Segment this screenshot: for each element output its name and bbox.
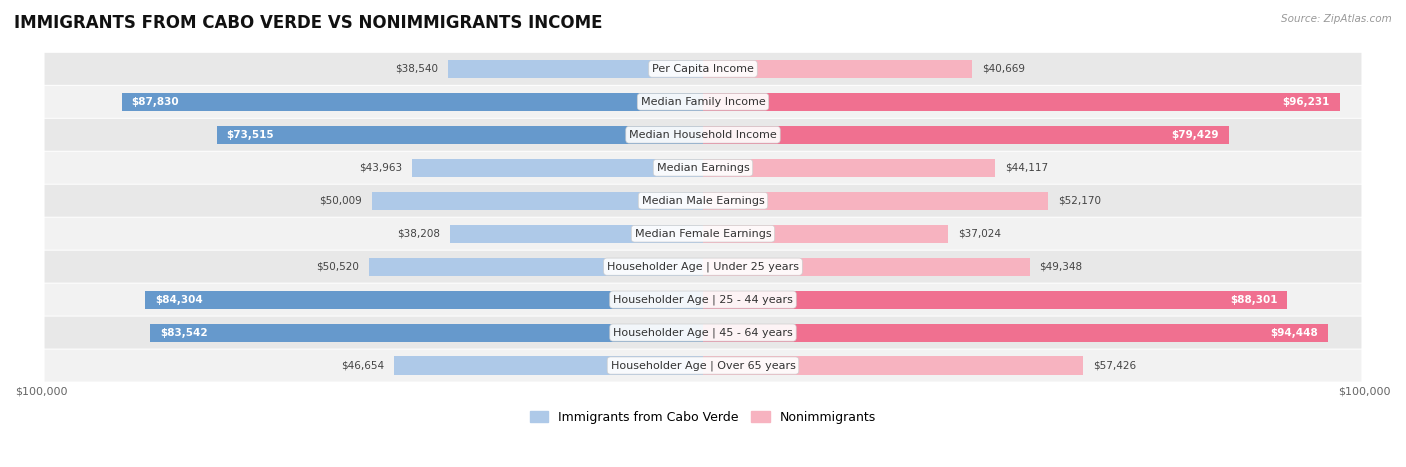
Bar <box>703 126 1229 144</box>
Bar <box>368 258 703 276</box>
FancyBboxPatch shape <box>45 350 1361 382</box>
FancyBboxPatch shape <box>45 86 1361 118</box>
FancyBboxPatch shape <box>45 53 1361 85</box>
Bar <box>122 93 703 111</box>
FancyBboxPatch shape <box>45 251 1361 283</box>
Bar <box>450 225 703 243</box>
Text: Median Family Income: Median Family Income <box>641 97 765 107</box>
Text: Median Male Earnings: Median Male Earnings <box>641 196 765 206</box>
Text: $83,542: $83,542 <box>160 327 208 338</box>
Bar <box>703 324 1329 342</box>
Bar <box>703 225 948 243</box>
Text: $57,426: $57,426 <box>1092 361 1136 370</box>
Text: Median Household Income: Median Household Income <box>628 130 778 140</box>
Bar <box>703 60 972 78</box>
FancyBboxPatch shape <box>45 152 1361 184</box>
Bar <box>703 191 1049 210</box>
Bar <box>449 60 703 78</box>
FancyBboxPatch shape <box>45 119 1361 151</box>
Text: $79,429: $79,429 <box>1171 130 1219 140</box>
Text: Median Earnings: Median Earnings <box>657 163 749 173</box>
Text: $94,448: $94,448 <box>1271 327 1317 338</box>
Text: Householder Age | Over 65 years: Householder Age | Over 65 years <box>610 361 796 371</box>
Text: $84,304: $84,304 <box>155 295 202 304</box>
FancyBboxPatch shape <box>45 185 1361 217</box>
Text: $87,830: $87,830 <box>132 97 180 107</box>
Bar <box>703 258 1029 276</box>
Bar <box>394 356 703 375</box>
Text: Householder Age | Under 25 years: Householder Age | Under 25 years <box>607 262 799 272</box>
Text: $50,009: $50,009 <box>319 196 363 206</box>
Text: $37,024: $37,024 <box>957 229 1001 239</box>
Text: $38,540: $38,540 <box>395 64 439 74</box>
Bar <box>703 356 1083 375</box>
Text: $50,520: $50,520 <box>316 262 359 272</box>
Text: $73,515: $73,515 <box>226 130 274 140</box>
Text: $38,208: $38,208 <box>398 229 440 239</box>
Bar <box>703 159 995 177</box>
Bar <box>373 191 703 210</box>
Text: $43,963: $43,963 <box>359 163 402 173</box>
Bar <box>412 159 703 177</box>
Text: $49,348: $49,348 <box>1039 262 1083 272</box>
Text: Householder Age | 25 - 44 years: Householder Age | 25 - 44 years <box>613 294 793 305</box>
Text: $40,669: $40,669 <box>981 64 1025 74</box>
Bar <box>145 290 703 309</box>
Text: Median Female Earnings: Median Female Earnings <box>634 229 772 239</box>
Bar <box>150 324 703 342</box>
Text: IMMIGRANTS FROM CABO VERDE VS NONIMMIGRANTS INCOME: IMMIGRANTS FROM CABO VERDE VS NONIMMIGRA… <box>14 14 603 32</box>
Text: $46,654: $46,654 <box>342 361 384 370</box>
FancyBboxPatch shape <box>45 317 1361 348</box>
Text: Source: ZipAtlas.com: Source: ZipAtlas.com <box>1281 14 1392 24</box>
Bar <box>217 126 703 144</box>
FancyBboxPatch shape <box>45 283 1361 316</box>
Bar <box>703 93 1340 111</box>
Legend: Immigrants from Cabo Verde, Nonimmigrants: Immigrants from Cabo Verde, Nonimmigrant… <box>524 405 882 429</box>
Text: Householder Age | 45 - 64 years: Householder Age | 45 - 64 years <box>613 327 793 338</box>
Text: Per Capita Income: Per Capita Income <box>652 64 754 74</box>
Bar <box>703 290 1288 309</box>
Text: $52,170: $52,170 <box>1059 196 1101 206</box>
Text: $96,231: $96,231 <box>1282 97 1330 107</box>
Text: $88,301: $88,301 <box>1230 295 1278 304</box>
FancyBboxPatch shape <box>45 218 1361 250</box>
Text: $44,117: $44,117 <box>1005 163 1047 173</box>
